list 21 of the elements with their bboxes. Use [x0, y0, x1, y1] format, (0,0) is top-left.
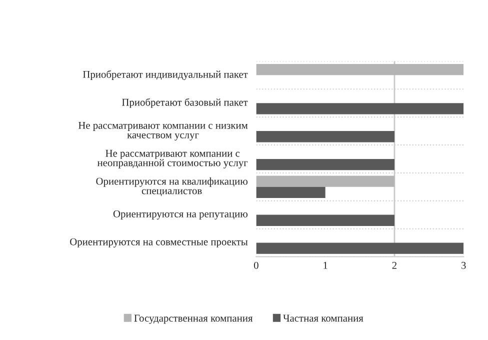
bar [256, 131, 394, 142]
y-tick-label: Приобретают индивидуальный пакет [82, 70, 248, 80]
y-tick-label: Ориентируются на репутацию [113, 210, 248, 220]
y-tick-label: Приобретают базовый пакет [122, 98, 248, 108]
bar [256, 64, 464, 76]
bar [256, 103, 464, 114]
legend-label: Частная компания [283, 314, 364, 322]
x-tick-label: 0 [254, 262, 258, 269]
legend-label: Государственная компания [134, 314, 253, 324]
x-tick-label: 3 [461, 262, 466, 269]
x-tick-label: 1 [324, 262, 328, 269]
bar [256, 214, 394, 226]
y-tick-label: Ориентируются на совместные проекты [70, 238, 248, 248]
x-tick-label: 2 [392, 262, 396, 269]
bar [256, 176, 394, 187]
bar [256, 186, 326, 198]
y-tick-label: Не рассматривают компании с низким качеством услуг [78, 122, 248, 140]
y-tick-label: Не рассматривают компании с неоправданной стоимостью услуг [97, 150, 248, 168]
bar [256, 242, 464, 254]
y-tick-label: Ориентируются на квалификацию специалистов [96, 177, 248, 196]
bar [256, 158, 394, 170]
